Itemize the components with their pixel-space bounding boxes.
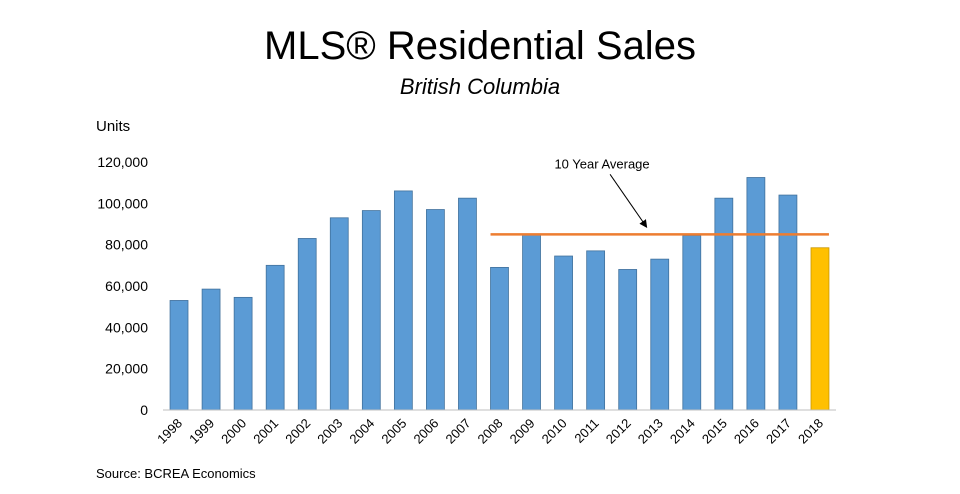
y-tick-label: 100,000 bbox=[97, 195, 148, 211]
x-tick-label: 2008 bbox=[475, 416, 506, 447]
x-tick-label: 2015 bbox=[699, 416, 730, 447]
bar-2009 bbox=[522, 233, 541, 411]
x-tick-label: 2012 bbox=[603, 416, 634, 447]
bar-1999 bbox=[201, 288, 221, 411]
x-tick-label: 2006 bbox=[410, 416, 441, 447]
bar-2002 bbox=[297, 238, 317, 411]
y-tick-label: 40,000 bbox=[105, 319, 148, 335]
bar-2017 bbox=[778, 194, 798, 411]
bars bbox=[169, 177, 830, 411]
bar-2013 bbox=[650, 258, 670, 411]
chart-title: MLS® Residential Sales bbox=[264, 24, 696, 68]
x-tick-label: 2001 bbox=[250, 416, 281, 447]
bar-2005 bbox=[393, 190, 413, 411]
y-tick-label: 60,000 bbox=[105, 278, 148, 294]
bar-2012 bbox=[618, 269, 638, 411]
x-tick-label: 2002 bbox=[282, 416, 313, 447]
bar-1998 bbox=[169, 300, 189, 411]
bar-2018 bbox=[810, 247, 830, 411]
x-tick-label: 2007 bbox=[443, 416, 474, 447]
x-tick-label: 2014 bbox=[667, 416, 698, 447]
bar-2010 bbox=[554, 255, 573, 411]
source-note: Source: BCREA Economics bbox=[96, 466, 256, 481]
x-tick-label: 1999 bbox=[186, 416, 217, 447]
x-tick-label: 2010 bbox=[539, 416, 570, 447]
y-axis-label: Units bbox=[96, 118, 131, 135]
bar-2004 bbox=[361, 210, 381, 411]
bar-2015 bbox=[714, 197, 734, 411]
bar-2000 bbox=[233, 296, 253, 411]
bar-2008 bbox=[490, 266, 509, 411]
bar-2014 bbox=[682, 234, 702, 411]
x-tick-label: 2004 bbox=[346, 416, 377, 447]
bar-2006 bbox=[426, 209, 445, 411]
y-tick-label: 80,000 bbox=[105, 237, 148, 253]
y-tick-label: 20,000 bbox=[105, 361, 148, 377]
x-tick-label: 2018 bbox=[795, 416, 826, 447]
bar-2011 bbox=[586, 250, 606, 411]
bar-2007 bbox=[458, 197, 477, 411]
x-tick-label: 2009 bbox=[507, 416, 538, 447]
x-tick-label: 2013 bbox=[635, 416, 666, 447]
x-tick-label: 2003 bbox=[314, 416, 345, 447]
y-tick-label: 0 bbox=[140, 402, 148, 418]
bar-2001 bbox=[265, 264, 285, 411]
y-tick-label: 120,000 bbox=[97, 154, 148, 170]
y-axis-ticks: 0 20,000 40,000 60,000 80,000 100,000 120,000 bbox=[97, 154, 148, 418]
bar-2016 bbox=[746, 177, 766, 411]
x-tick-label: 2000 bbox=[218, 416, 249, 447]
ten-year-average-arrow bbox=[609, 174, 648, 228]
x-axis-ticks: 1998 1999 2000 2001 2002 2003 2004 2005 2006 2007… bbox=[154, 416, 826, 447]
x-tick-label: 2017 bbox=[763, 416, 794, 447]
x-tick-label: 2005 bbox=[378, 416, 409, 447]
x-tick-label: 2016 bbox=[731, 416, 762, 447]
x-tick-label: 1998 bbox=[154, 416, 185, 447]
x-tick-label: 2011 bbox=[571, 416, 601, 446]
ten-year-average-label: 10 Year Average bbox=[554, 156, 649, 171]
chart-subtitle: British Columbia bbox=[399, 74, 561, 99]
bar-2003 bbox=[329, 217, 349, 411]
